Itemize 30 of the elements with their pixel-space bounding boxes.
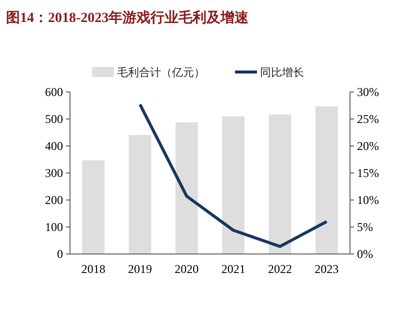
bar: [128, 134, 152, 254]
y2-tick-label: 0%: [357, 247, 373, 261]
x-tick-label: 2020: [174, 262, 199, 276]
x-tick-label: 2018: [81, 262, 106, 276]
y2-tick-label: 25%: [357, 112, 379, 126]
y-tick-label: 300: [45, 166, 63, 180]
legend-label: 同比增长: [260, 66, 304, 79]
y-tick-label: 600: [45, 85, 63, 99]
y-tick-label: 0: [57, 247, 63, 261]
y2-tick-label: 10%: [357, 193, 379, 207]
y-tick-label: 500: [45, 112, 63, 126]
y-tick-label: 200: [45, 193, 63, 207]
bar: [222, 116, 245, 254]
y2-tick-label: 30%: [357, 85, 379, 99]
bar: [315, 106, 338, 254]
bar: [268, 114, 292, 254]
y-tick-label: 400: [45, 139, 63, 153]
y-tick-label: 100: [45, 220, 63, 234]
x-tick-label: 2021: [221, 262, 246, 276]
legend-label: 毛利合计（亿元）: [117, 66, 205, 79]
y2-tick-label: 15%: [357, 166, 379, 180]
x-tick-label: 2022: [268, 262, 292, 276]
chart-title: 图14：2018-2023年游戏行业毛利及增速: [6, 9, 250, 26]
bar: [175, 122, 198, 254]
bar: [82, 160, 105, 254]
y2-tick-label: 5%: [357, 220, 373, 234]
line-series: [138, 102, 328, 248]
y2-tick-label: 20%: [357, 139, 379, 153]
x-tick-label: 2019: [128, 262, 152, 276]
x-tick-label: 2023: [314, 262, 339, 276]
